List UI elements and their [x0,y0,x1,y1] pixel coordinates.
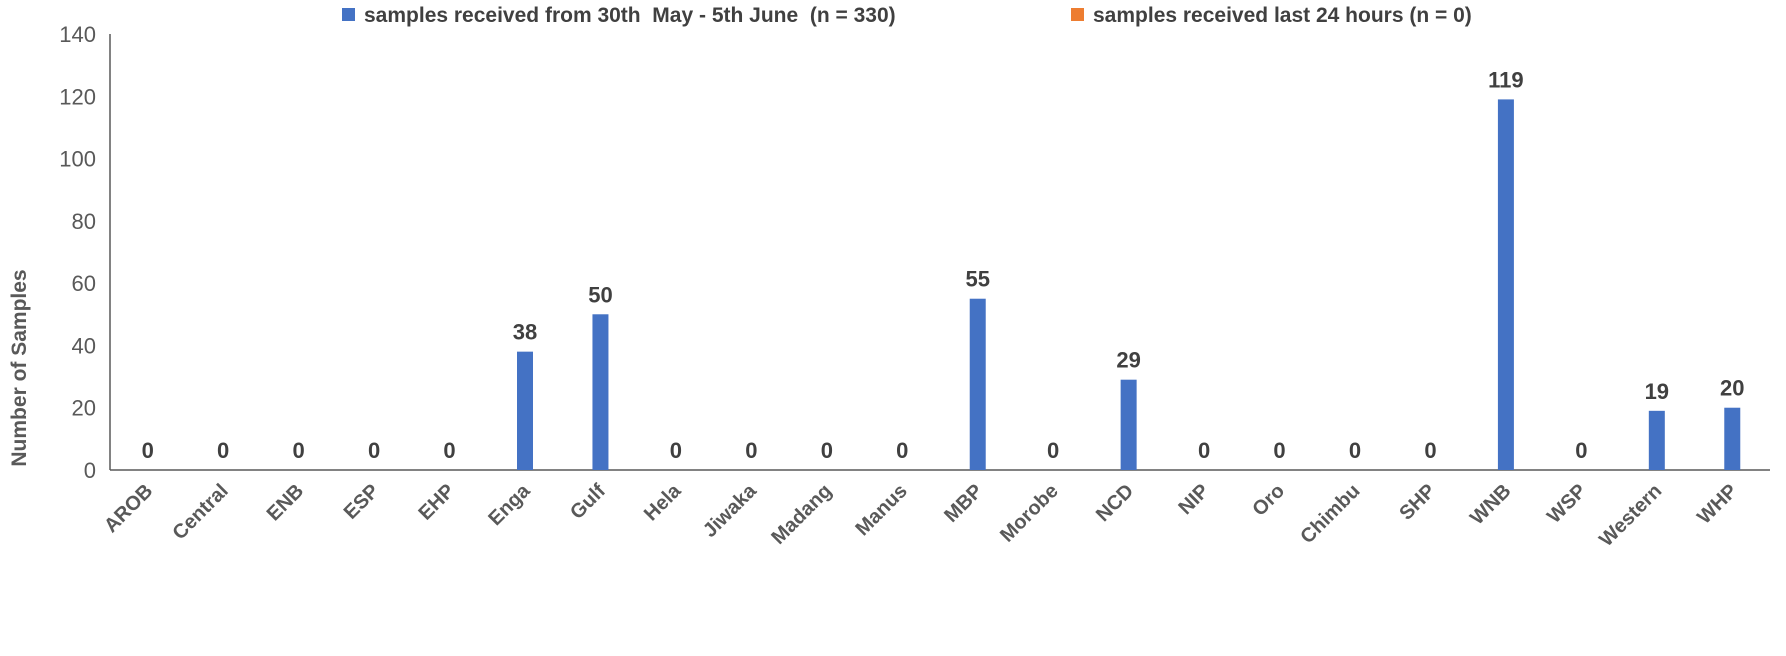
bar-mbp [970,299,986,470]
x-tick-label: Oro [1248,480,1289,521]
y-tick-label: 20 [72,396,96,421]
y-tick-label: 0 [84,458,96,483]
x-tick-label: WSP [1543,480,1591,528]
data-label: 0 [1047,438,1059,463]
legend: samples received from 30th May - 5th Jun… [342,4,1472,27]
x-tick-label: SHP [1395,480,1440,525]
bar-ncd [1121,380,1137,470]
x-tick-label: Hela [640,479,686,525]
x-tick-label: ESP [340,480,384,524]
data-label: 0 [217,438,229,463]
x-tick-label: MBP [940,480,987,527]
legend-swatch [1071,8,1084,21]
data-label: 55 [965,267,989,292]
y-tick-label: 80 [72,209,96,234]
x-tick-label: NCD [1092,480,1138,526]
legend-label: samples received last 24 hours (n = 0) [1093,4,1472,27]
y-tick-label: 60 [72,271,96,296]
x-tick-label: NIP [1174,480,1213,519]
legend-item: samples received from 30th May - 5th Jun… [342,4,896,27]
x-tick-label: AROB [100,480,157,537]
data-label: 0 [1349,438,1361,463]
legend-swatch [342,8,355,21]
x-tick-label: Central [168,480,232,544]
x-tick-label: Gulf [566,480,610,524]
data-label: 19 [1645,379,1669,404]
data-label: 0 [443,438,455,463]
x-tick-label: WHP [1693,480,1742,529]
bar-western [1649,411,1665,470]
x-tick-label: ENB [263,480,308,525]
data-label: 0 [1198,438,1210,463]
data-label: 0 [821,438,833,463]
legend-label: samples received from 30th May - 5th Jun… [364,4,896,27]
data-label: 0 [1424,438,1436,463]
x-tick-label: Manus [851,480,911,540]
legend-item: samples received last 24 hours (n = 0) [1071,4,1472,27]
data-label: 0 [142,438,154,463]
data-label: 0 [896,438,908,463]
x-tick-label: Chimbu [1296,480,1364,548]
data-label: 0 [1575,438,1587,463]
bar-gulf [592,314,608,470]
x-tick-label: Morobe [996,480,1063,547]
y-axis-ticks: 0 20 40 60 80 100 120 140 [59,22,96,483]
y-tick-label: 120 [59,84,96,109]
data-label: 29 [1116,348,1140,373]
data-label: 0 [1273,438,1285,463]
data-label: 38 [513,320,537,345]
data-label: 119 [1488,67,1524,92]
y-axis-label: Number of Samples [8,269,31,466]
x-tick-label: Jiwaka [699,479,762,542]
x-axis-ticks: AROB Central ENB ESP EHP Enga Gulf Hela Jiwaka Ma… [100,479,1742,551]
bar-wnb [1498,99,1514,470]
bar-whp [1724,408,1740,470]
data-label: 0 [368,438,380,463]
data-label: 50 [588,282,612,307]
data-label: 0 [293,438,305,463]
x-tick-label: WNB [1466,480,1515,529]
x-tick-label: Enga [484,479,535,530]
data-label: 20 [1720,376,1744,401]
bars [517,99,1740,470]
x-tick-label: EHP [414,480,459,525]
data-label: 0 [670,438,682,463]
bar-enga [517,352,533,470]
y-tick-label: 100 [59,147,96,172]
y-tick-label: 40 [72,333,96,358]
y-tick-label: 140 [59,22,96,47]
x-tick-label: Western [1595,480,1666,551]
x-tick-label: Madang [767,480,836,549]
data-label: 0 [745,438,757,463]
